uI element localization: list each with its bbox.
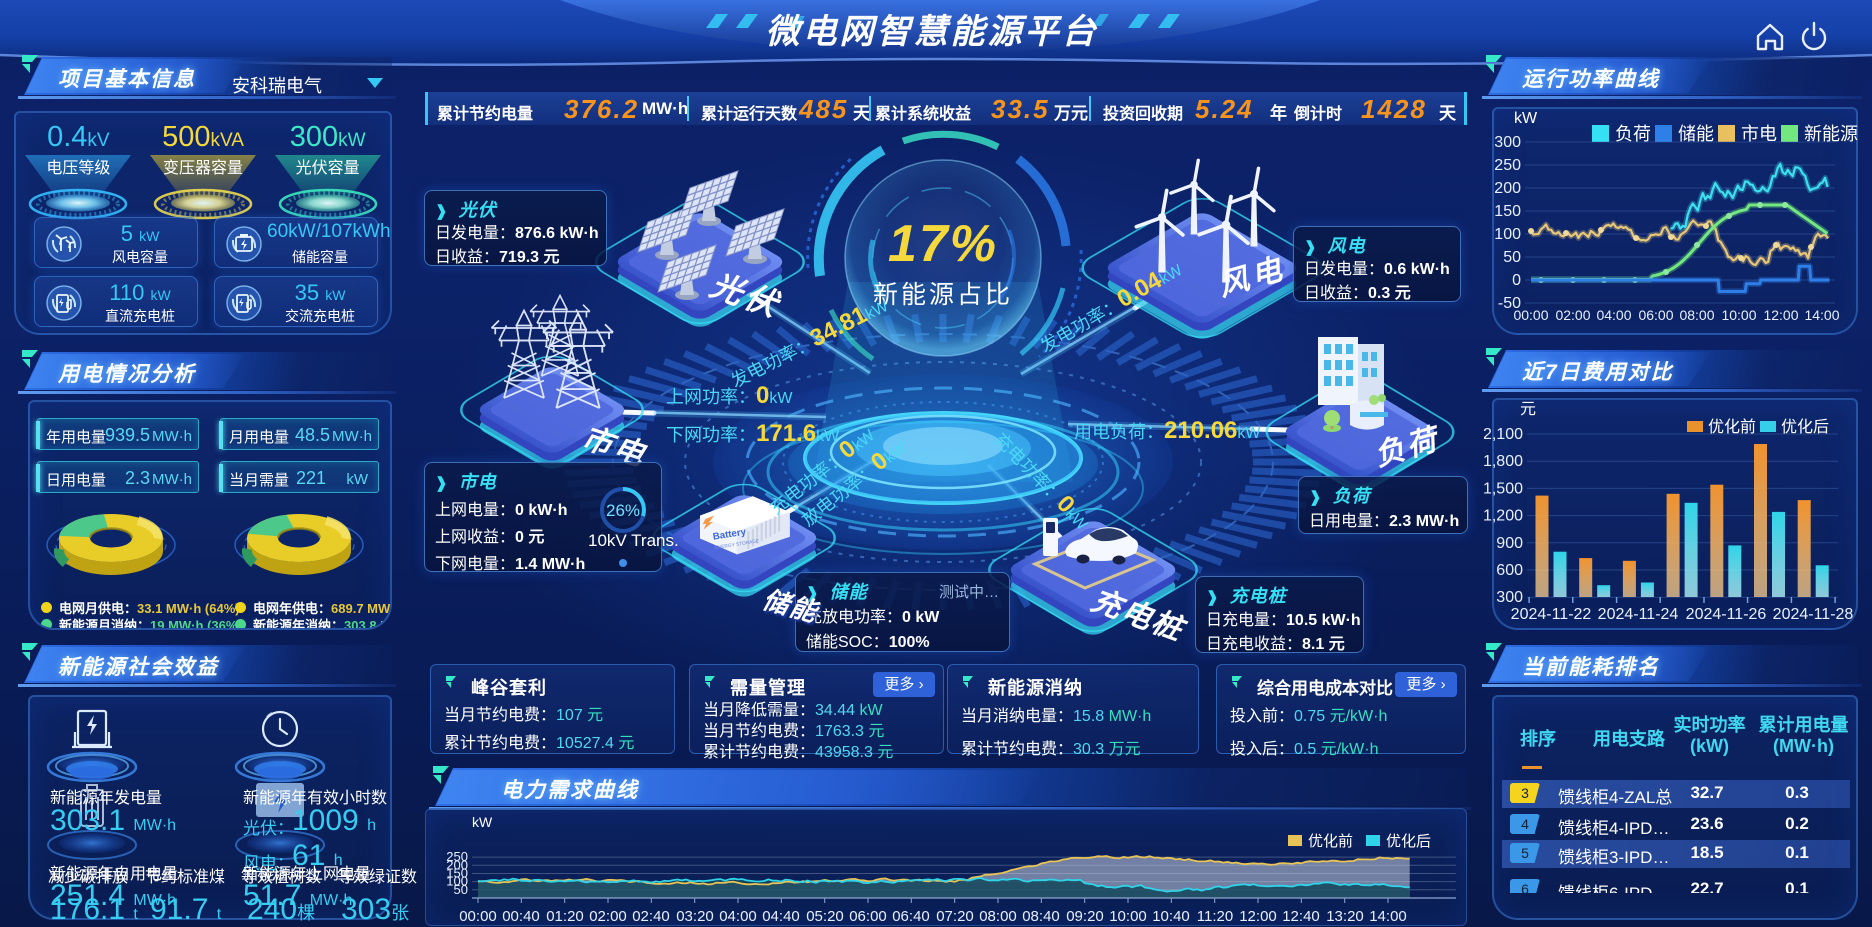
svg-text:10:00: 10:00 [1721,307,1756,323]
svg-text:2024-11-28: 2024-11-28 [1773,606,1854,623]
svg-text:1,500: 1,500 [1484,480,1523,497]
svg-text:01:20: 01:20 [546,908,584,925]
svg-text:用电负荷：210.06kW: 用电负荷：210.06kW [1074,417,1261,444]
svg-text:26%: 26% [606,501,640,520]
svg-text:微电网智慧能源平台: 微电网智慧能源平台 [766,13,1099,51]
svg-text:300: 300 [1496,589,1523,606]
svg-text:12:00: 12:00 [1239,908,1277,925]
svg-text:元: 元 [1520,401,1536,418]
svg-text:负荷: 负荷 [1615,124,1651,144]
svg-text:kW: kW [472,814,493,830]
svg-text:200: 200 [446,857,468,872]
svg-text:0: 0 [1512,272,1521,289]
svg-text:150: 150 [1494,203,1521,220]
svg-text:04:00: 04:00 [719,908,757,925]
svg-text:00:00: 00:00 [459,908,497,925]
svg-text:06:00: 06:00 [849,908,887,925]
svg-text:14:00: 14:00 [1804,307,1839,323]
svg-text:12:40: 12:40 [1282,908,1320,925]
svg-text:300: 300 [1494,134,1521,151]
svg-text:优化前: 优化前 [1308,833,1353,850]
svg-text:600: 600 [1496,562,1523,579]
svg-text:02:00: 02:00 [1555,307,1590,323]
svg-text:优化前: 优化前 [1708,418,1756,436]
svg-text:2024-11-22: 2024-11-22 [1511,606,1592,623]
svg-text:新能源占比: 新能源占比 [873,281,1013,309]
svg-text:04:40: 04:40 [762,908,800,925]
svg-text:2,100: 2,100 [1484,426,1523,443]
svg-text:07:20: 07:20 [936,908,974,925]
svg-text:09:20: 09:20 [1066,908,1104,925]
svg-text:2024-11-24: 2024-11-24 [1598,606,1679,623]
svg-text:11:20: 11:20 [1197,908,1233,925]
svg-text:02:40: 02:40 [632,908,670,925]
svg-text:1,200: 1,200 [1484,508,1523,525]
svg-text:100: 100 [1494,226,1521,243]
svg-text:08:00: 08:00 [1679,307,1714,323]
svg-text:优化后: 优化后 [1386,833,1431,850]
svg-text:03:20: 03:20 [676,908,714,925]
svg-text:新能源: 新能源 [1804,124,1858,144]
svg-text:02:00: 02:00 [589,908,627,925]
svg-text:04:00: 04:00 [1596,307,1631,323]
svg-text:05:20: 05:20 [806,908,844,925]
svg-text:10:40: 10:40 [1152,908,1190,925]
svg-text:50: 50 [1503,249,1521,266]
svg-text:17%: 17% [888,215,998,273]
svg-text:2024-11-26: 2024-11-26 [1686,606,1767,623]
svg-text:08:00: 08:00 [979,908,1017,925]
svg-text:Battery: Battery [712,527,747,543]
svg-text:上网功率：0kW: 上网功率：0kW [666,382,793,409]
svg-text:1,800: 1,800 [1484,453,1523,470]
svg-text:市电: 市电 [1741,124,1777,144]
svg-text:50: 50 [454,882,468,897]
svg-text:100: 100 [446,874,468,889]
svg-text:06:00: 06:00 [1638,307,1673,323]
svg-text:-50: -50 [1498,295,1521,312]
svg-text:10:00: 10:00 [1109,908,1147,925]
svg-text:200: 200 [1494,180,1521,197]
svg-text:150: 150 [446,866,468,881]
svg-text:08:40: 08:40 [1022,908,1060,925]
svg-text:13:20: 13:20 [1326,908,1364,925]
svg-text:06:40: 06:40 [892,908,930,925]
svg-text:14:00: 14:00 [1369,908,1407,925]
svg-text:250: 250 [446,849,468,864]
svg-text:下网功率：171.6kW: 下网功率：171.6kW [666,420,840,447]
svg-text:00:40: 00:40 [502,908,540,925]
svg-text:kW: kW [1514,110,1538,127]
svg-text:900: 900 [1496,535,1523,552]
svg-text:00:00: 00:00 [1513,307,1548,323]
svg-text:12:00: 12:00 [1763,307,1798,323]
svg-text:优化后: 优化后 [1781,418,1829,436]
svg-text:250: 250 [1494,157,1521,174]
svg-text:储能: 储能 [1678,124,1714,144]
